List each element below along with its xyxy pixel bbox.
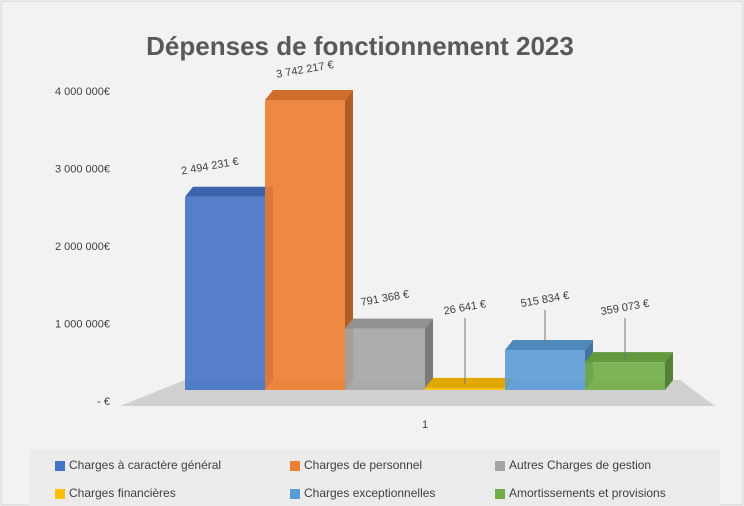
bar-top: [265, 89, 353, 100]
y-tick-label: - €: [97, 396, 110, 408]
legend-swatch: [495, 489, 505, 499]
legend-swatch: [55, 461, 65, 471]
y-tick-label: 2 000 000€: [55, 241, 110, 253]
bar: [585, 352, 673, 390]
chart-title: Dépenses de fonctionnement 2023: [146, 31, 574, 61]
bar-top-shade: [265, 89, 353, 100]
legend-swatch: [290, 461, 300, 471]
bar-top: [425, 377, 513, 388]
bar-side-shade: [345, 89, 353, 390]
y-tick-label: 3 000 000€: [55, 163, 110, 175]
bar-top: [585, 352, 673, 363]
legend-label: Charges financières: [69, 486, 176, 500]
bar: [185, 186, 273, 390]
legend-background: [30, 450, 720, 506]
bar-front: [345, 328, 425, 390]
bar: [265, 89, 353, 390]
y-tick-label: 4 000 000€: [55, 86, 110, 98]
bar-side: [425, 318, 433, 390]
bar-front: [185, 196, 265, 390]
bar-side-shade: [425, 318, 433, 390]
legend-label: Charges exceptionnelles: [304, 486, 435, 500]
legend-label: Charges de personnel: [304, 458, 422, 472]
bar-top: [185, 186, 273, 197]
bar: [425, 377, 513, 390]
bar-front: [265, 99, 345, 390]
bar-side-shade: [665, 352, 673, 390]
legend-label: Charges à caractère général: [69, 458, 221, 472]
legend-swatch: [55, 489, 65, 499]
bar: [505, 340, 593, 390]
bar-top: [505, 340, 593, 351]
bar-side: [345, 89, 353, 390]
bar-top-shade: [505, 340, 593, 351]
legend-swatch: [290, 489, 300, 499]
bar-side: [665, 352, 673, 390]
x-tick-label: 1: [422, 419, 428, 431]
legend-swatch: [495, 461, 505, 471]
legend-label: Amortissements et provisions: [509, 486, 666, 500]
bar-front: [425, 387, 505, 390]
bar-top-shade: [185, 186, 273, 197]
bar-top-shade: [585, 352, 673, 363]
bar: [345, 318, 433, 390]
y-tick-label: 1 000 000€: [55, 318, 110, 330]
legend-label: Autres Charges de gestion: [509, 458, 651, 472]
bar-top: [345, 318, 433, 329]
bar-front: [585, 362, 665, 390]
bar-front: [505, 350, 585, 390]
bar-top-shade: [425, 377, 513, 388]
bar-top-shade: [345, 318, 433, 329]
